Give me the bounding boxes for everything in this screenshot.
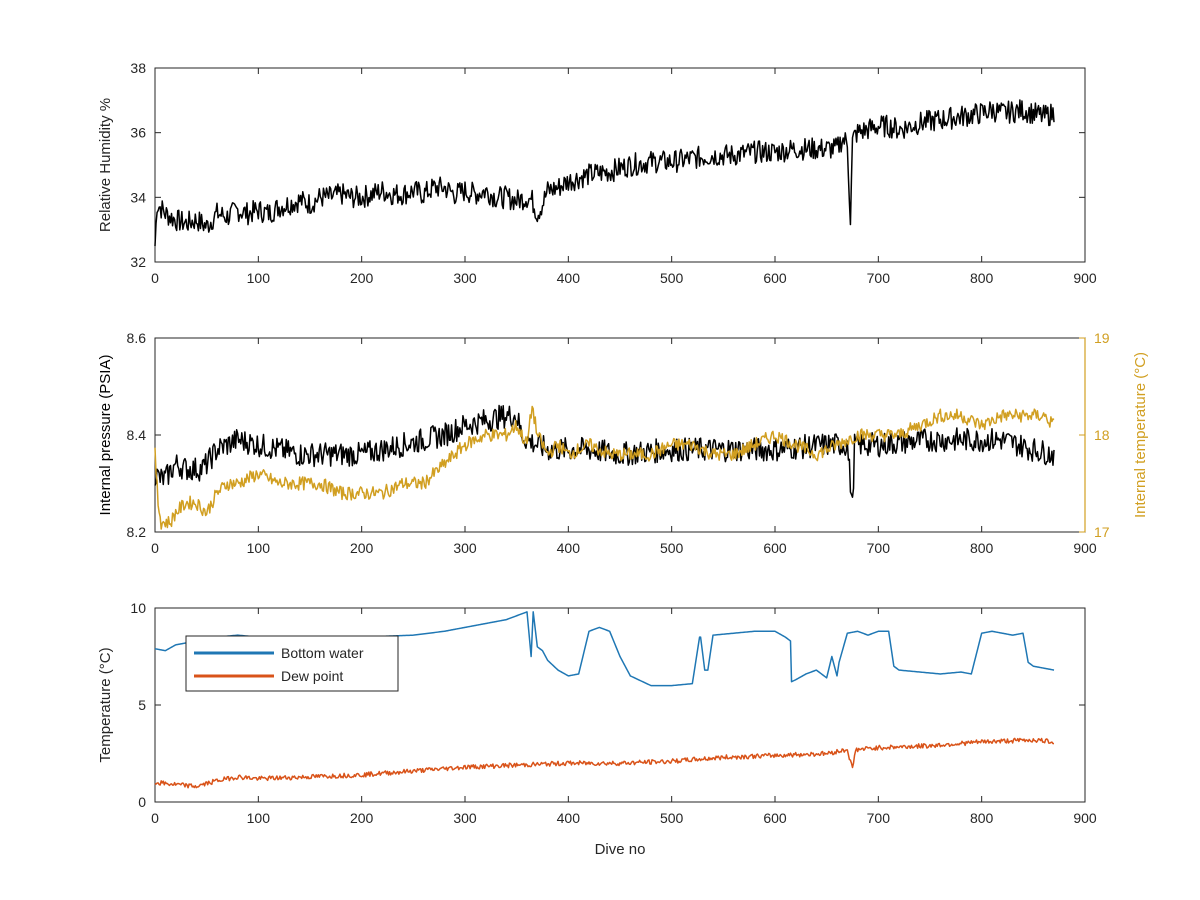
x-tick-label: 100: [247, 270, 271, 286]
x-tick-label: 100: [247, 540, 271, 556]
x-tick-label: 300: [453, 810, 477, 826]
x-tick-label: 100: [247, 810, 271, 826]
y-axis-label: Internal pressure (PSIA): [97, 355, 114, 516]
x-tick-label: 800: [970, 540, 994, 556]
x-tick-label: 500: [660, 270, 684, 286]
x-tick-label: 200: [350, 810, 374, 826]
right-y-tick-label: 19: [1094, 330, 1110, 346]
x-axis-label: Dive no: [595, 841, 646, 858]
x-tick-label: 0: [151, 270, 159, 286]
x-tick-label: 400: [557, 270, 581, 286]
right-y-axis-label: Internal temperature (°C): [1132, 352, 1149, 518]
series-1-line: [154, 405, 1055, 530]
right-y-tick-label: 18: [1094, 427, 1110, 443]
temperature-axes: 0 100 200 300 400 500 600 700 800 900 0 5 10 Temperat…: [97, 600, 1097, 858]
x-tick-label: 600: [763, 810, 787, 826]
x-tick-label: 400: [557, 540, 581, 556]
x-tick-label: 500: [660, 810, 684, 826]
y-tick-label: 34: [130, 189, 146, 205]
y-tick-label: 38: [130, 60, 146, 76]
x-tick-label: 200: [350, 270, 374, 286]
x-tick-label: 900: [1073, 810, 1097, 826]
right-y-tick-label: 17: [1094, 524, 1110, 540]
x-tick-label: 500: [660, 540, 684, 556]
y-tick-label: 10: [130, 600, 146, 616]
x-tick-label: 0: [151, 810, 159, 826]
legend-label-dew-point: Dew point: [281, 668, 343, 684]
x-tick-label: 800: [970, 810, 994, 826]
y-tick-label: 0: [138, 794, 146, 810]
x-tick-label: 600: [763, 270, 787, 286]
y-axis-label: Temperature (°C): [97, 647, 114, 762]
y-tick-label: 8.4: [127, 427, 147, 443]
x-tick-label: 700: [867, 810, 891, 826]
dew-point-line: [154, 737, 1055, 789]
legend: Bottom water Dew point: [185, 635, 399, 692]
x-tick-label: 200: [350, 540, 374, 556]
x-tick-label: 600: [763, 540, 787, 556]
plot-area: [154, 337, 1086, 533]
y-axis-label: Relative Humidity %: [97, 98, 114, 232]
x-tick-label: 300: [453, 270, 477, 286]
humidity-axes: 0 100 200 300 400 500 600 700 800 900 32 34 36 38 Rela…: [97, 60, 1097, 286]
y-tick-label: 8.2: [127, 524, 147, 540]
y-tick-label: 5: [138, 697, 146, 713]
x-tick-label: 300: [453, 540, 477, 556]
y-tick-label: 32: [130, 254, 146, 270]
legend-box: [185, 635, 399, 692]
x-tick-label: 0: [151, 540, 159, 556]
x-tick-label: 700: [867, 540, 891, 556]
pressure-temperature-axes: 0 100 200 300 400 500 600 700 800 900 8.2 8.4 8.6 17 1…: [97, 330, 1149, 556]
x-tick-label: 900: [1073, 540, 1097, 556]
x-tick-label: 700: [867, 270, 891, 286]
y-tick-label: 8.6: [127, 330, 147, 346]
x-tick-label: 800: [970, 270, 994, 286]
y-tick-label: 36: [130, 125, 146, 141]
x-tick-label: 400: [557, 810, 581, 826]
legend-label-bottom-water: Bottom water: [281, 645, 364, 661]
x-tick-label: 900: [1073, 270, 1097, 286]
series-0-line: [154, 99, 1055, 247]
